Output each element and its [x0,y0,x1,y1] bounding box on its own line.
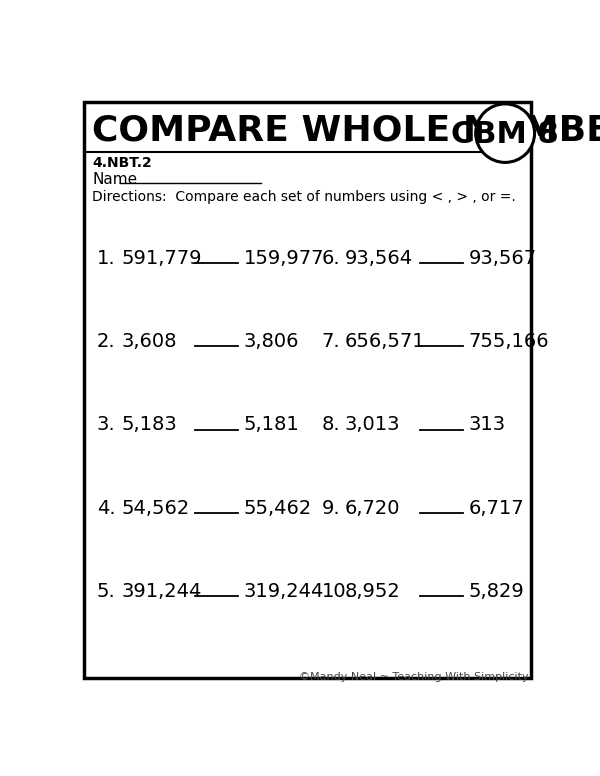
Circle shape [476,104,535,162]
Text: 93,564: 93,564 [344,249,413,268]
Text: 6.: 6. [322,249,340,268]
Text: 7.: 7. [322,332,340,352]
Text: 5,181: 5,181 [244,415,300,435]
Text: 4.: 4. [97,499,115,518]
Text: 10.: 10. [322,582,352,601]
Text: 6,720: 6,720 [344,499,400,518]
Text: 93,567: 93,567 [469,249,537,268]
Text: 4.NBT.2: 4.NBT.2 [92,156,152,170]
Text: 3.: 3. [97,415,115,435]
Text: 54,562: 54,562 [121,499,190,518]
Text: 5,183: 5,183 [121,415,177,435]
Text: CBM 8: CBM 8 [451,120,559,149]
Text: 5,829: 5,829 [469,582,524,601]
Text: 3,013: 3,013 [344,415,400,435]
Text: 5.: 5. [97,582,115,601]
Text: 591,779: 591,779 [121,249,202,268]
Text: Directions:  Compare each set of numbers using < , > , or =.: Directions: Compare each set of numbers … [92,190,516,204]
Text: 159,977: 159,977 [244,249,325,268]
Text: COMPARE WHOLE NUMBERS: COMPARE WHOLE NUMBERS [92,113,600,147]
Text: 319,244: 319,244 [244,582,325,601]
Text: ©Mandy Neal ~ Teaching With Simplicity: ©Mandy Neal ~ Teaching With Simplicity [299,672,529,682]
Text: 391,244: 391,244 [121,582,202,601]
Text: 656,571: 656,571 [344,332,425,352]
Text: 3,806: 3,806 [244,332,299,352]
Text: 8,952: 8,952 [344,582,400,601]
Text: 6,717: 6,717 [469,499,524,518]
Text: 1.: 1. [97,249,115,268]
Text: 8.: 8. [322,415,340,435]
Text: 313: 313 [469,415,506,435]
Text: 55,462: 55,462 [244,499,312,518]
Text: 9.: 9. [322,499,340,518]
Text: 2.: 2. [97,332,115,352]
Text: Name: Name [92,171,137,187]
Text: 3,608: 3,608 [121,332,177,352]
Text: 755,166: 755,166 [469,332,550,352]
